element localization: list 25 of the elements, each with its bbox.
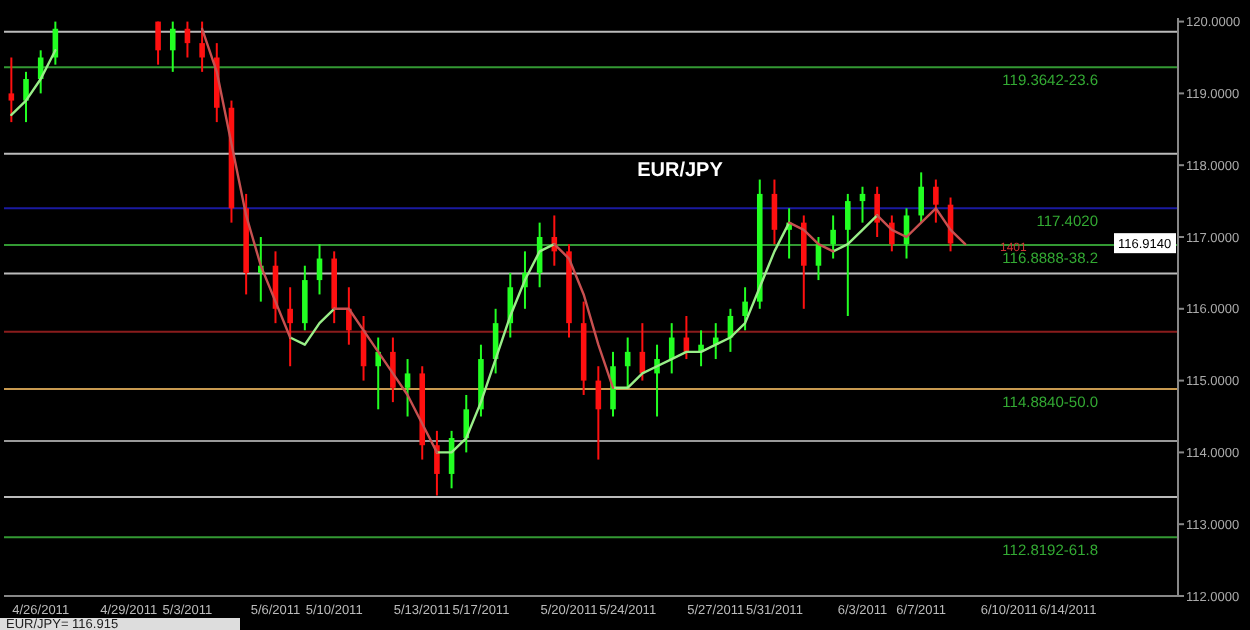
candlestick <box>874 185 880 238</box>
candlestick <box>302 264 308 332</box>
candlestick <box>155 20 161 66</box>
candlestick <box>375 336 381 411</box>
candlestick <box>771 178 778 246</box>
candlestick <box>287 286 293 368</box>
candlestick <box>933 178 939 224</box>
candlestick <box>346 286 352 346</box>
text: EUR/JPY <box>637 160 724 182</box>
candlestick <box>23 70 29 124</box>
candlestick <box>845 192 851 317</box>
candlestick <box>889 214 895 253</box>
candlestick <box>830 214 836 260</box>
candlestick <box>390 336 396 404</box>
candlestick <box>668 322 675 375</box>
candlestick <box>610 350 616 418</box>
candlestick <box>8 56 15 124</box>
candlestick <box>742 286 748 332</box>
candlestick <box>918 171 924 224</box>
candlestick <box>801 214 807 310</box>
candlestick <box>463 393 470 454</box>
candlestick <box>169 20 176 73</box>
candlestick <box>404 358 411 418</box>
candlestick <box>199 20 205 73</box>
candlestick <box>434 429 440 497</box>
